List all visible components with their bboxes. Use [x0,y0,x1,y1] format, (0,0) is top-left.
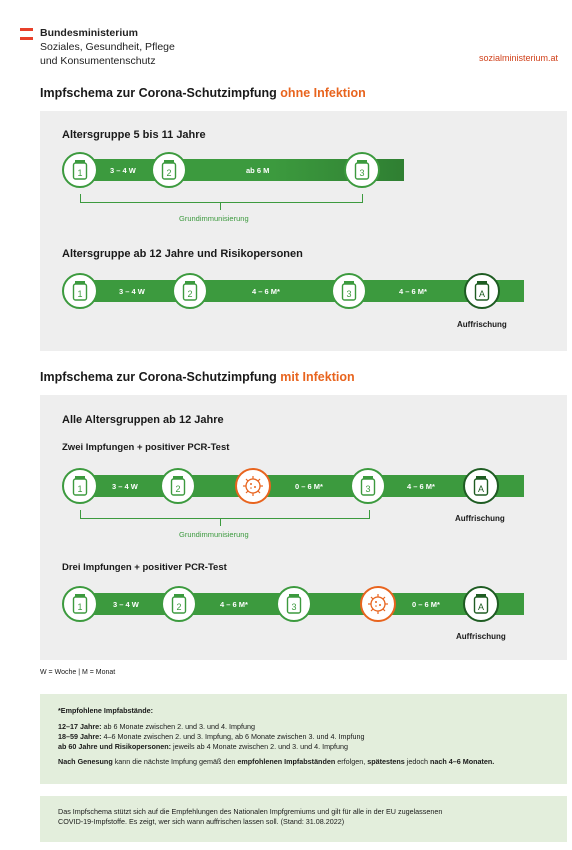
booster-vial-icon: A [464,273,500,309]
group1-title: Altersgruppe 5 bis 11 Jahre [62,129,206,141]
section2-title: Impfschema zur Corona-Schutzimpfung mit … [40,370,355,384]
virus-icon [360,586,396,622]
austria-flag-logo [20,28,33,42]
vial-icon: 3 [350,468,386,504]
recovery-note: Nach Genesung kann die nächste Impfung g… [58,757,558,767]
dose-number: A [478,602,484,612]
recommendations-title: *Empfohlene Impfabstände: [58,706,154,715]
bracket-label: Grundimmunisierung [179,530,249,539]
dose-number: 3 [365,484,370,494]
rec-label: 18–59 Jahre: [58,732,102,741]
ministry-line2: Soziales, Gesundheit, Pflege [40,41,175,53]
dose-number: 3 [346,289,351,299]
dose-number: A [478,484,484,494]
rec-label: 12–17 Jahre: [58,722,102,731]
recommendation-row: 12–17 Jahre: ab 6 Monate zwischen 2. und… [58,722,558,732]
note-bold: spätestens [367,757,405,766]
booster-label: Auffrischung [457,320,507,329]
vial-icon: 1 [62,273,98,309]
group2-title: Altersgruppe ab 12 Jahre und Risikoperso… [62,248,303,260]
section1-title-accent: ohne Infektion [280,86,366,100]
note-text: jedoch [404,757,430,766]
recommendation-row: ab 60 Jahre und Risikopersonen: jeweils … [58,742,558,752]
footer-line2: COVID-19-Impfstoffe. Es zeigt, wer sich … [58,817,345,826]
interval-label: 4 – 6 M* [220,600,248,609]
rec-text: ab 6 Monate zwischen 2. und 3. und 4. Im… [101,722,255,731]
virus-icon [235,468,271,504]
vial-icon: 1 [62,152,98,188]
dose-number: 3 [359,168,364,178]
ministry-line1: Bundesministerium [40,27,139,39]
recommendation-row: 18–59 Jahre: 4–6 Monate zwischen 2. und … [58,732,558,742]
group-all-title: Alle Altersgruppen ab 12 Jahre [62,414,224,426]
interval-label: 3 – 4 W [119,287,145,296]
dose-number: 3 [291,602,296,612]
booster-label: Auffrischung [455,514,505,523]
section2-title-accent: mit Infektion [280,370,355,384]
website-link[interactable]: sozialministerium.at [478,53,558,63]
vial-icon: 1 [62,468,98,504]
grundimmunisierung-bracket [80,194,363,203]
note-text: kann die nächste Impfung gemäß den [112,757,238,766]
ministry-name: Bundesministerium Soziales, Gesundheit, … [40,26,175,68]
section1-panel [40,111,567,351]
interval-label: 0 – 6 M* [412,600,440,609]
rec-label: ab 60 Jahre und Risikopersonen: [58,742,172,751]
section1-title: Impfschema zur Corona-Schutzimpfung ohne… [40,86,366,100]
booster-vial-icon: A [463,468,499,504]
dose-number: 1 [77,484,82,494]
recommendations-box: *Empfohlene Impfabstände: 12–17 Jahre: a… [40,694,567,784]
interval-label: 3 – 4 W [110,166,136,175]
vial-icon: 3 [331,273,367,309]
note-bold: Nach Genesung [58,757,113,766]
section2-title-prefix: Impfschema zur Corona-Schutzimpfung [40,370,281,384]
vial-icon: 2 [172,273,208,309]
interval-label: ab 6 M [246,166,270,175]
bracket-tick [220,518,222,526]
note-bold: nach 4–6 Monaten. [429,757,495,766]
dose-number: 2 [187,289,192,299]
section1-title-prefix: Impfschema zur Corona-Schutzimpfung [40,86,281,100]
dose-number: 2 [176,602,181,612]
interval-label: 4 – 6 M* [399,287,427,296]
dose-number: 1 [77,602,82,612]
vial-icon: 3 [344,152,380,188]
interval-label: 4 – 6 M* [252,287,280,296]
dose-number: 2 [175,484,180,494]
ministry-line3: und Konsumentenschutz [40,55,156,67]
interval-label: 3 – 4 W [113,600,139,609]
booster-label: Auffrischung [456,632,506,641]
bracket-label: Grundimmunisierung [179,214,249,223]
bracket-tick [220,202,222,210]
vial-icon: 2 [151,152,187,188]
abbreviation-legend: W = Woche | M = Monat [40,669,116,676]
interval-label: 0 – 6 M* [295,482,323,491]
row1-title: Zwei Impfungen + positiver PCR-Test [62,442,230,453]
note-bold: empfohlenen Impfabständen [237,757,336,766]
dose-number: 2 [166,168,171,178]
vial-icon: 3 [276,586,312,622]
footer-line1: Das Impfschema stützt sich auf die Empfe… [58,807,443,816]
interval-label: 4 – 6 M* [407,482,435,491]
rec-text: 4–6 Monate zwischen 2. und 3. Impfung, a… [101,732,365,741]
dose-number: 1 [77,168,82,178]
dose-number: A [479,289,485,299]
note-text: erfolgen, [335,757,368,766]
grundimmunisierung-bracket [80,510,370,519]
vial-icon: 2 [161,586,197,622]
footer-note-box: Das Impfschema stützt sich auf die Empfe… [40,796,567,842]
rec-text: jeweils ab 4 Monate zwischen 2. und 3. u… [171,742,349,751]
dose-number: 1 [77,289,82,299]
interval-label: 3 – 4 W [112,482,138,491]
vial-icon: 1 [62,586,98,622]
row2-title: Drei Impfungen + positiver PCR-Test [62,562,227,573]
booster-vial-icon: A [463,586,499,622]
vial-icon: 2 [160,468,196,504]
